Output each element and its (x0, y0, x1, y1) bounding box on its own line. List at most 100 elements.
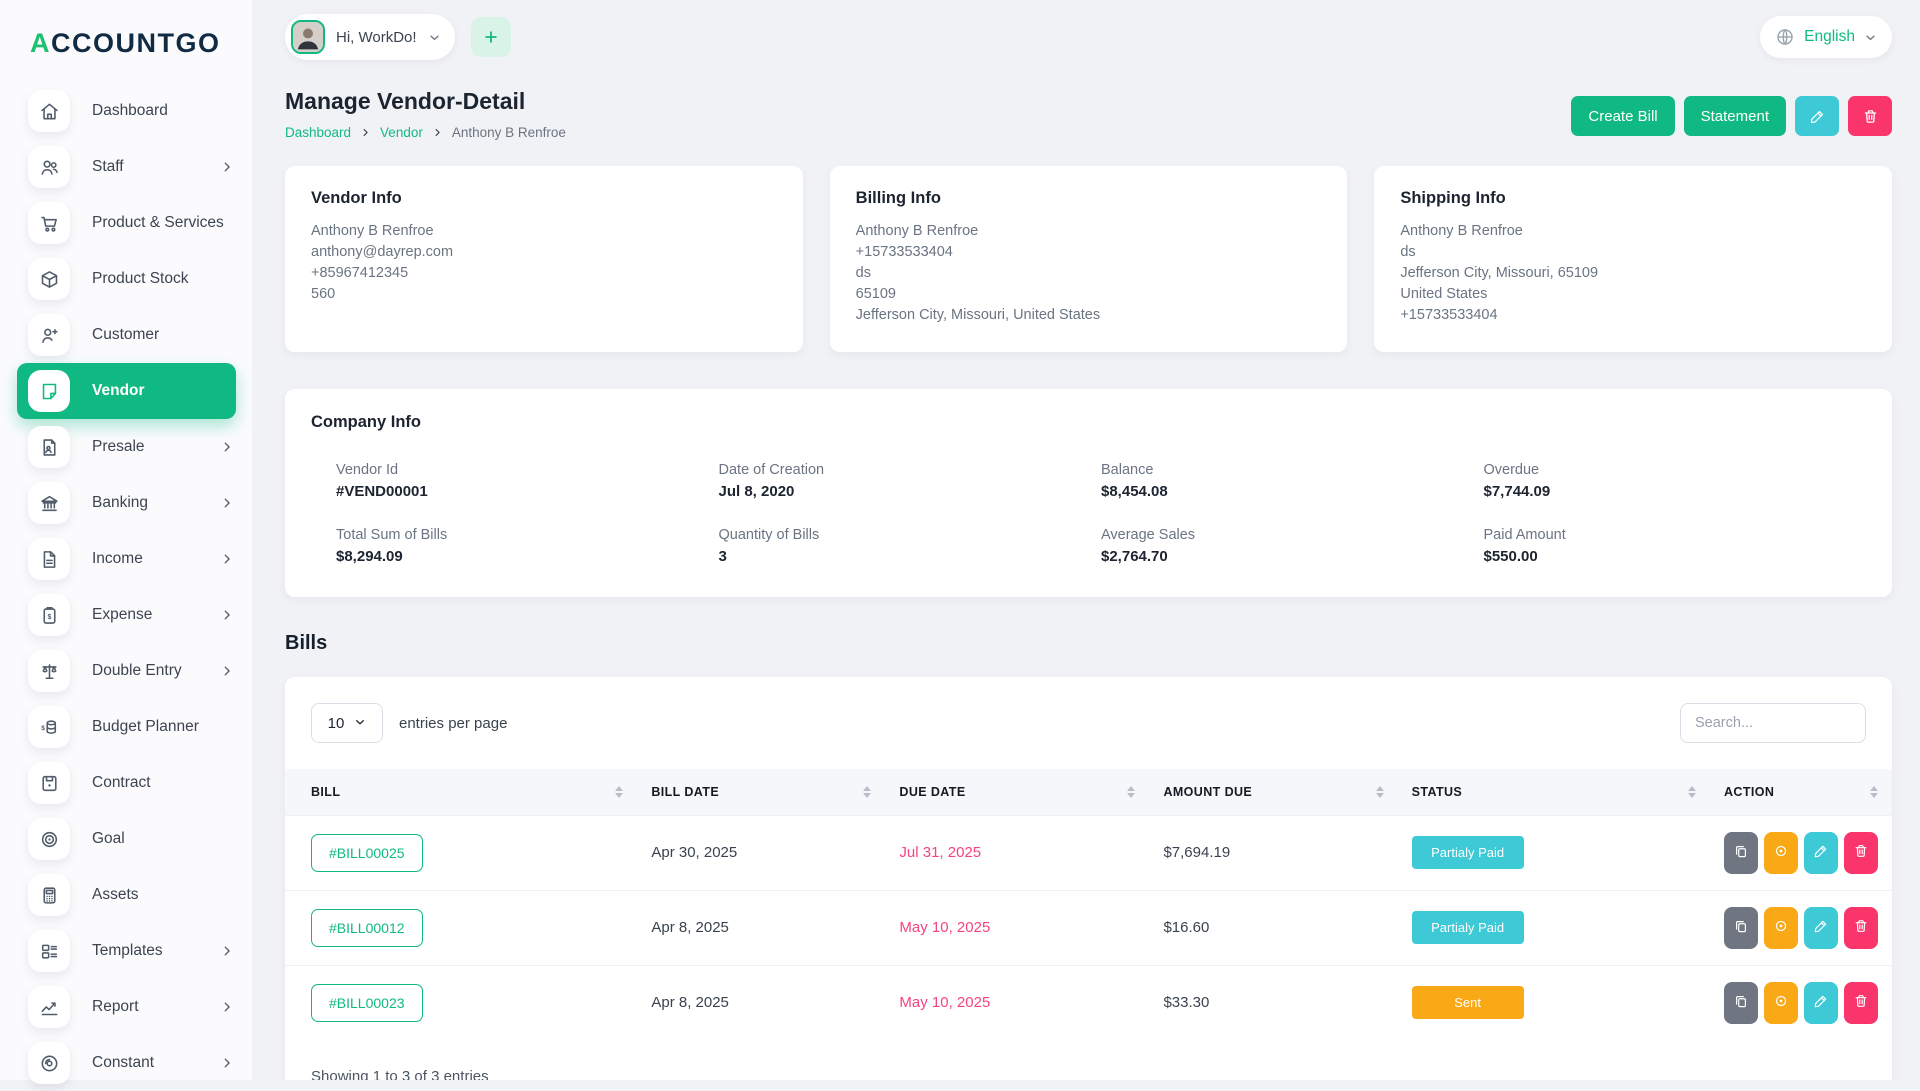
breadcrumb-vendor[interactable]: Vendor (380, 125, 423, 140)
breadcrumb-current: Anthony B Renfroe (451, 125, 566, 140)
breadcrumb-dashboard[interactable]: Dashboard (285, 125, 352, 140)
sidebar-item-label: Constant (92, 1054, 155, 1071)
stat-value: $8,294.09 (336, 548, 403, 565)
language-selector[interactable]: English (1760, 16, 1892, 58)
calculator-icon (28, 874, 70, 916)
sidebar-item-banking[interactable]: Banking (0, 475, 252, 531)
sidebar-item-contract[interactable]: Contract (0, 755, 252, 811)
sidebar-item-goal[interactable]: Goal (0, 811, 252, 867)
info-line: United States (1400, 286, 1488, 302)
bill-number-link[interactable]: #BILL00012 (311, 908, 423, 947)
globe-icon (1775, 27, 1795, 47)
bill-row: #BILL00025 Apr 30, 2025 Jul 31, 2025 $7,694… (285, 814, 1892, 890)
status-badge: Partialy Paid (1411, 836, 1524, 869)
column-header-bill[interactable]: BILL (285, 769, 637, 815)
stat-paid-amount: Paid Amount $550.00 (1484, 527, 1867, 565)
target-icon (28, 818, 70, 860)
disc-icon (28, 1042, 70, 1084)
column-header-action[interactable]: ACTION (1710, 769, 1892, 815)
bills-heading: Bills (285, 632, 328, 654)
edit-bill-button[interactable] (1803, 981, 1838, 1024)
sort-icon[interactable] (1375, 785, 1384, 798)
view-bill-button[interactable] (1763, 906, 1798, 949)
sidebar-item-presale[interactable]: Presale (0, 419, 252, 475)
sidebar-item-templates[interactable]: Templates (0, 923, 252, 979)
view-bill-button[interactable] (1763, 831, 1798, 874)
sidebar-item-income[interactable]: Income (0, 531, 252, 587)
chevron-right-icon (432, 127, 443, 138)
status-badge: Sent (1411, 986, 1524, 1019)
sort-icon[interactable] (1127, 785, 1136, 798)
sidebar-item-label: Contract (92, 774, 151, 791)
sidebar-item-dashboard[interactable]: Dashboard (0, 83, 252, 139)
sidebar-item-assets[interactable]: Assets (0, 867, 252, 923)
create-bill-button[interactable]: Create Bill (1571, 96, 1675, 136)
card-title: Billing Info (855, 189, 941, 207)
sidebar-item-expense[interactable]: $ Expense (0, 587, 252, 643)
delete-bill-button[interactable] (1843, 981, 1878, 1024)
sort-icon[interactable] (863, 785, 872, 798)
duplicate-bill-button[interactable] (1723, 981, 1758, 1024)
sidebar-item-label: Dashboard (92, 102, 168, 119)
delete-vendor-button[interactable] (1848, 96, 1892, 136)
svg-text:$: $ (47, 613, 51, 620)
sidebar-item-customer[interactable]: Customer (0, 307, 252, 363)
info-line: Anthony B Renfroe (1400, 223, 1523, 239)
trash-icon (1853, 918, 1869, 937)
stat-value: Jul 8, 2020 (718, 483, 795, 500)
view-bill-button[interactable] (1763, 981, 1798, 1024)
add-button[interactable] (470, 17, 511, 57)
duplicate-bill-button[interactable] (1723, 831, 1758, 874)
sort-icon[interactable] (615, 785, 624, 798)
sidebar-item-constant[interactable]: Constant (0, 1035, 252, 1091)
delete-bill-button[interactable] (1843, 831, 1878, 874)
column-header-bill-date[interactable]: BILL DATE (637, 769, 885, 815)
vendor-info-card: Vendor Info Anthony B Renfroe anthony@dayr… (285, 166, 803, 352)
bills-search-input[interactable] (1680, 703, 1866, 743)
status-badge: Partialy Paid (1411, 911, 1524, 944)
bill-number-link[interactable]: #BILL00025 (311, 833, 423, 872)
doc-user-icon (28, 426, 70, 468)
trash-icon (1864, 109, 1876, 123)
sidebar-item-budget-planner[interactable]: $ Budget Planner (0, 699, 252, 755)
due-date-cell: Jul 31, 2025 (885, 814, 1150, 890)
bill-row: #BILL00023 Apr 8, 2025 May 10, 2025 $33.30 S… (285, 964, 1892, 1040)
chevron-down-icon (428, 31, 441, 44)
amount-due-cell: $16.60 (1149, 889, 1398, 965)
statement-button[interactable]: Statement (1683, 96, 1786, 136)
chevron-down-icon (1864, 31, 1877, 44)
eye-icon (1773, 993, 1789, 1012)
entries-per-page-select[interactable]: 10 (311, 703, 383, 743)
sort-icon[interactable] (1870, 785, 1878, 798)
info-line: anthony@dayrep.com (311, 244, 454, 260)
sidebar-item-double-entry[interactable]: Double Entry (0, 643, 252, 699)
column-header-due-date[interactable]: DUE DATE (885, 769, 1149, 815)
sidebar-item-product-services[interactable]: Product & Services (0, 195, 252, 251)
user-greeting: Hi, WorkDo! (336, 28, 417, 46)
sidebar-item-product-stock[interactable]: Product Stock (0, 251, 252, 307)
column-header-label: BILL DATE (651, 784, 720, 799)
sidebar-item-vendor[interactable]: Vendor (17, 363, 236, 419)
sidebar-item-report[interactable]: Report (0, 979, 252, 1035)
user-menu[interactable]: Hi, WorkDo! (285, 14, 455, 60)
edit-bill-button[interactable] (1803, 831, 1838, 874)
column-header-amount-due[interactable]: AMOUNT DUE (1149, 769, 1397, 815)
duplicate-bill-button[interactable] (1723, 906, 1758, 949)
edit-bill-button[interactable] (1803, 906, 1838, 949)
amount-due-cell: $33.30 (1149, 964, 1398, 1040)
sort-icon[interactable] (1687, 785, 1696, 798)
sidebar-item-staff[interactable]: Staff (0, 139, 252, 195)
bill-date-cell: Apr 8, 2025 (637, 889, 886, 965)
chevron-right-icon (220, 496, 234, 510)
language-label: English (1804, 28, 1855, 45)
column-header-label: DUE DATE (899, 784, 966, 799)
file-icon (28, 538, 70, 580)
chevron-right-icon (220, 664, 234, 678)
due-date-cell: May 10, 2025 (885, 889, 1150, 965)
page-actions: Create Bill Statement (1571, 96, 1892, 136)
delete-bill-button[interactable] (1843, 906, 1878, 949)
edit-vendor-button[interactable] (1795, 96, 1839, 136)
column-header-status[interactable]: STATUS (1398, 769, 1710, 815)
brand-logo[interactable]: ACCOUNTGO (0, 0, 252, 83)
bill-number-link[interactable]: #BILL00023 (311, 983, 423, 1022)
